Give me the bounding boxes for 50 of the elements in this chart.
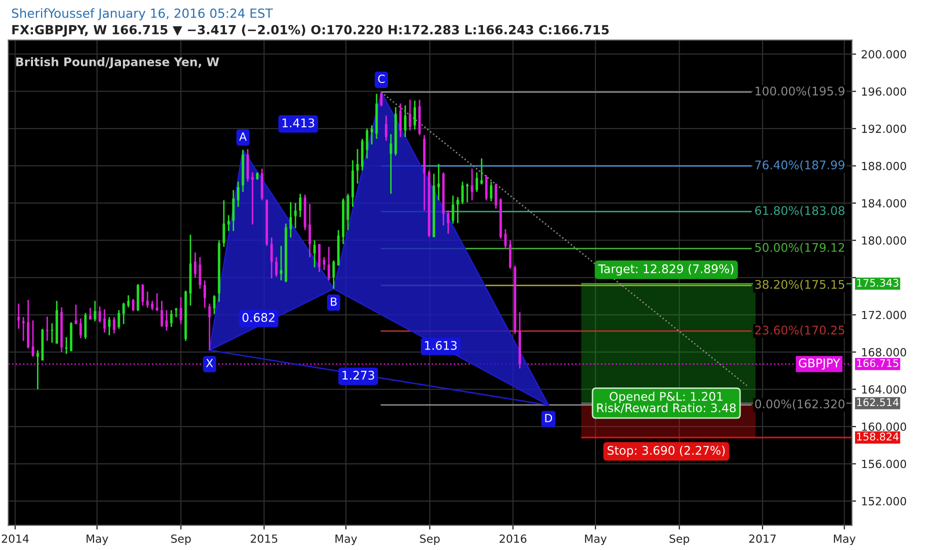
data-label: A — [239, 132, 247, 141]
data-label: D — [545, 414, 552, 422]
data-label: C — [378, 74, 385, 84]
annotation: Opened P&L: 1.201 Risk/Reward Ratio: 3.48 — [597, 392, 736, 414]
y-tick-label: 200.000 — [862, 50, 906, 58]
annotation: 1.273 — [342, 370, 374, 380]
y-tick-label: 192.000 — [862, 124, 906, 133]
annotation: 1.413 — [282, 118, 314, 128]
x-tick-label: May — [585, 534, 607, 546]
y-tick-label: 172.000 — [862, 310, 906, 320]
x-tick-label: 2016 — [500, 534, 526, 543]
y-tick-label: 156.000 — [862, 460, 906, 468]
y-tick-label: 164.000 — [862, 385, 906, 394]
ref-line-label: 38.20%(175.15 — [755, 280, 844, 290]
band-label: Stop: 3.690 (2.27%) — [608, 446, 725, 458]
data-label: X — [206, 359, 213, 368]
x-tick-label: 2017 — [749, 534, 776, 543]
ref-line-label: 0.00%(162.320 — [755, 399, 844, 410]
annotation: GBPJPY — [798, 358, 840, 370]
band-label: Target: 12.829 (7.89%) — [598, 264, 734, 276]
ref-line-label: 162.514 — [857, 398, 899, 406]
ref-line-label: 166.715 — [857, 359, 898, 368]
x-tick-label: 2014 — [2, 534, 29, 543]
annotation: 0.682 — [242, 313, 274, 322]
ref-line-label: 100.00%(195.9 — [756, 86, 844, 97]
x-tick-label: Sep — [670, 534, 690, 546]
y-tick-label: 196.000 — [862, 87, 906, 96]
x-tick-label: 2015 — [250, 534, 278, 543]
ref-line-label: 23.60%(170.25 — [755, 325, 844, 336]
x-tick-label: Sep — [420, 534, 440, 546]
x-tick-label: Sep — [171, 534, 191, 546]
y-tick-label: 160.000 — [862, 422, 906, 431]
annotation: British Pound/Japanese Yen, W — [16, 57, 220, 69]
x-tick-label: May — [834, 534, 856, 546]
y-tick-label: 152.000 — [862, 497, 906, 506]
y-tick-label: 188.000 — [862, 162, 906, 170]
chart-subtitle: SherifYoussef January 16, 2016 05:24 EST — [12, 8, 273, 20]
ref-line-label: 61.80%(183.08 — [755, 206, 844, 216]
ref-line-label: 175.343 — [857, 278, 898, 287]
y-tick-label: 168.000 — [862, 348, 906, 356]
ref-line-label: 158.824 — [857, 432, 899, 441]
y-tick-label: 184.000 — [862, 199, 906, 208]
data-label: B — [330, 298, 337, 306]
ref-line-label: 76.40%(187.99 — [755, 160, 844, 171]
y-tick-label: 180.000 — [862, 236, 906, 245]
x-tick-label: May — [86, 534, 108, 546]
annotation: 1.613 — [425, 340, 457, 350]
chart-title: FX:GBPJPY, W 166.715 ▼ −3.417 (−2.01%) O:170.220 H:172.283 L:166.243 C:166.715 — [12, 24, 609, 37]
ref-line-label: 50.00%(179.12 — [755, 242, 844, 254]
x-tick-label: May — [336, 534, 358, 546]
